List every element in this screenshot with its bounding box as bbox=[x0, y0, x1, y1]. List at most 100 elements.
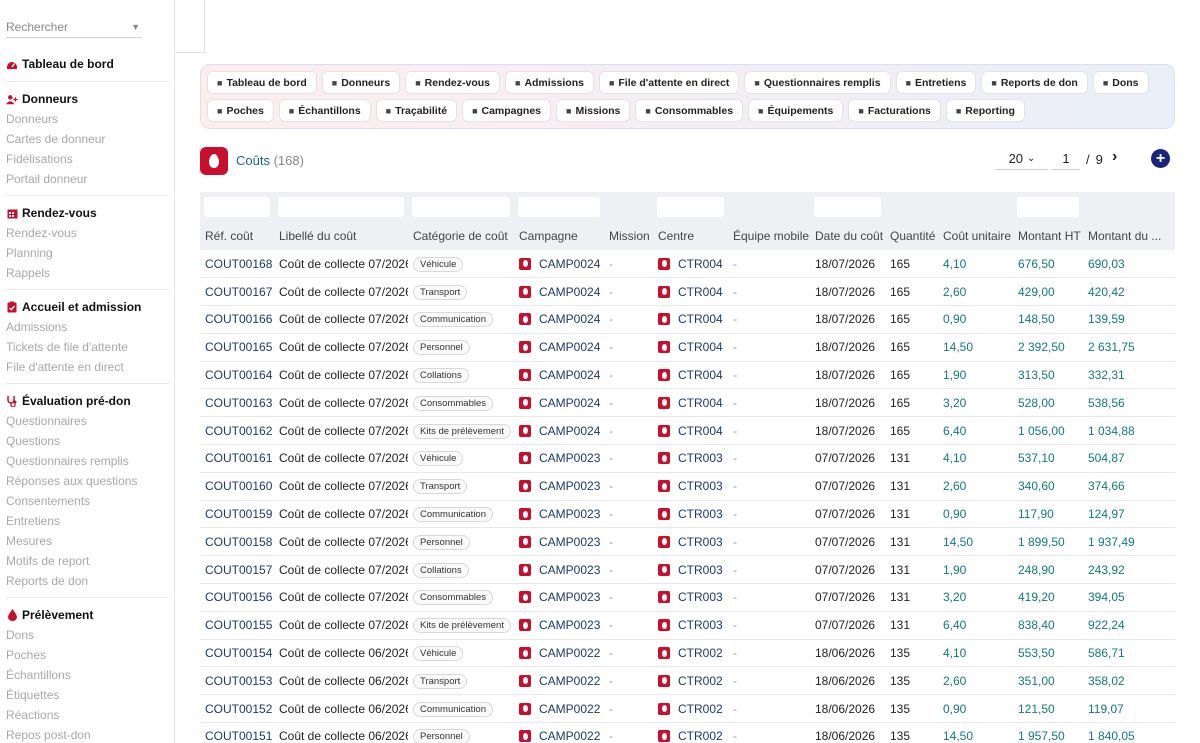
sidebar-item[interactable]: Questionnaires remplis bbox=[6, 454, 129, 468]
sidebar-item[interactable]: Admissions bbox=[6, 320, 68, 334]
table-row[interactable]: COUT00168 Coût de collecte 07/2026 Véhicul… bbox=[200, 250, 1175, 279]
column-header[interactable]: Catégorie de coût bbox=[408, 222, 514, 250]
center-link[interactable]: CTR002 bbox=[658, 702, 728, 716]
sidebar-section-header[interactable]: Évaluation pré-don bbox=[0, 391, 170, 411]
column-header[interactable]: Centre bbox=[653, 222, 728, 250]
page-number-input[interactable]: 1 bbox=[1052, 148, 1080, 170]
sidebar-item[interactable]: Donneurs bbox=[6, 112, 59, 126]
table-row[interactable]: COUT00162 Coût de collecte 07/2026 Kits de… bbox=[200, 416, 1175, 446]
sidebar-item[interactable]: Cartes de donneur bbox=[6, 132, 106, 146]
cost-ref-link[interactable]: COUT00152 bbox=[205, 701, 273, 716]
campaign-link[interactable]: CAMP0024 bbox=[519, 312, 604, 326]
campaign-link[interactable]: CAMP0023 bbox=[519, 563, 604, 577]
column-filter[interactable] bbox=[653, 192, 728, 222]
campaign-link[interactable]: CAMP0023 bbox=[519, 507, 604, 521]
campaign-link[interactable]: CAMP0022 bbox=[519, 702, 604, 716]
add-icon[interactable]: + bbox=[1151, 149, 1170, 168]
nav-button[interactable]: ■ Dons bbox=[1092, 71, 1149, 94]
sidebar-item[interactable]: Réponses aux questions bbox=[6, 474, 138, 488]
nav-button[interactable]: ■ Campagnes bbox=[462, 99, 552, 122]
nav-button[interactable]: ■ Missions bbox=[556, 99, 631, 122]
table-row[interactable]: COUT00163 Coût de collecte 07/2026 Consomm… bbox=[200, 388, 1175, 418]
table-row[interactable]: COUT00155 Coût de collecte 07/2026 Kits de… bbox=[200, 611, 1175, 640]
cost-ref-link[interactable]: COUT00159 bbox=[205, 507, 273, 522]
nav-button[interactable]: ■ Échantillons bbox=[278, 99, 371, 122]
campaign-link[interactable]: CAMP0023 bbox=[519, 590, 604, 604]
table-row[interactable]: COUT00157 Coût de collecte 07/2026 Collati… bbox=[200, 555, 1175, 585]
filter-input[interactable] bbox=[518, 197, 600, 217]
chevron-down-icon[interactable]: ▼ bbox=[131, 22, 140, 32]
column-filter[interactable] bbox=[810, 192, 885, 222]
column-header[interactable]: Date du coût bbox=[810, 222, 885, 250]
filter-input[interactable] bbox=[657, 197, 724, 217]
center-link[interactable]: CTR004 bbox=[658, 285, 728, 299]
center-link[interactable]: CTR004 bbox=[658, 312, 728, 326]
cost-ref-link[interactable]: COUT00162 bbox=[205, 423, 273, 438]
filter-input[interactable] bbox=[204, 197, 270, 217]
cost-ref-link[interactable]: COUT00154 bbox=[205, 646, 273, 661]
center-link[interactable]: CTR003 bbox=[658, 507, 728, 521]
center-link[interactable]: CTR003 bbox=[658, 618, 728, 632]
campaign-link[interactable]: CAMP0023 bbox=[519, 479, 604, 493]
campaign-link[interactable]: CAMP0024 bbox=[519, 257, 604, 271]
table-row[interactable]: COUT00165 Coût de collecte 07/2026 Personn… bbox=[200, 333, 1175, 362]
campaign-link[interactable]: CAMP0024 bbox=[519, 368, 604, 382]
page-size-select[interactable]: 20 ⌄ bbox=[996, 148, 1048, 170]
sidebar-item[interactable]: Questionnaires bbox=[6, 414, 87, 428]
campaign-link[interactable]: CAMP0023 bbox=[519, 618, 604, 632]
nav-button[interactable]: ■ Rendez-vous bbox=[405, 71, 500, 94]
table-row[interactable]: COUT00160 Coût de collecte 07/2026 Transpo… bbox=[200, 472, 1175, 501]
nav-button[interactable]: ■ Équipements bbox=[748, 99, 844, 122]
table-row[interactable]: COUT00153 Coût de collecte 06/2026 Transpo… bbox=[200, 666, 1175, 696]
sidebar-item[interactable]: Reports de don bbox=[6, 574, 89, 588]
campaign-link[interactable]: CAMP0024 bbox=[519, 340, 604, 354]
nav-button[interactable]: ■ Reports de don bbox=[981, 71, 1088, 94]
cost-ref-link[interactable]: COUT00155 bbox=[205, 618, 273, 633]
cost-ref-link[interactable]: COUT00165 bbox=[205, 340, 273, 355]
campaign-link[interactable]: CAMP0022 bbox=[519, 646, 604, 660]
nav-button[interactable]: ■ Questionnaires remplis bbox=[744, 71, 891, 94]
nav-button[interactable]: ■ Traçabilité bbox=[375, 99, 458, 122]
column-header[interactable]: Campagne bbox=[514, 222, 604, 250]
sidebar-section-header[interactable]: Rendez-vous bbox=[0, 203, 170, 223]
filter-input[interactable] bbox=[814, 197, 881, 217]
filter-input[interactable] bbox=[278, 197, 404, 217]
nav-button[interactable]: ■ Consommables bbox=[635, 99, 744, 122]
cost-ref-link[interactable]: COUT00163 bbox=[205, 395, 273, 410]
campaign-link[interactable]: CAMP0024 bbox=[519, 285, 604, 299]
cost-ref-link[interactable]: COUT00164 bbox=[205, 368, 273, 383]
center-link[interactable]: CTR003 bbox=[658, 590, 728, 604]
next-page-icon[interactable]: › bbox=[1112, 148, 1118, 165]
cost-ref-link[interactable]: COUT00161 bbox=[205, 451, 273, 466]
sidebar-item[interactable]: Échantillons bbox=[6, 668, 71, 682]
sidebar-item[interactable]: Planning bbox=[6, 246, 53, 260]
nav-button[interactable]: ■ Reporting bbox=[945, 99, 1025, 122]
column-header[interactable]: Quantité bbox=[885, 222, 938, 250]
nav-button[interactable]: ■ Facturations bbox=[848, 99, 941, 122]
sidebar-item[interactable]: Rappels bbox=[6, 266, 51, 280]
center-link[interactable]: CTR004 bbox=[658, 396, 728, 410]
sidebar-item[interactable]: Portail donneur bbox=[6, 172, 88, 186]
campaign-link[interactable]: CAMP0024 bbox=[519, 424, 604, 438]
filter-input[interactable] bbox=[1017, 197, 1079, 217]
table-row[interactable]: COUT00161 Coût de collecte 07/2026 Véhicul… bbox=[200, 444, 1175, 473]
sidebar-item[interactable]: Repos post-don bbox=[6, 728, 91, 742]
center-link[interactable]: CTR004 bbox=[658, 368, 728, 382]
table-row[interactable]: COUT00167 Coût de collecte 07/2026 Transpo… bbox=[200, 277, 1175, 307]
cost-ref-link[interactable]: COUT00158 bbox=[205, 534, 273, 549]
table-row[interactable]: COUT00159 Coût de collecte 07/2026 Communi… bbox=[200, 500, 1175, 529]
table-row[interactable]: COUT00154 Coût de collecte 06/2026 Véhicul… bbox=[200, 639, 1175, 668]
nav-button[interactable]: ■ Admissions bbox=[505, 71, 594, 94]
column-header[interactable]: Équipe mobile bbox=[728, 222, 810, 250]
sidebar-item[interactable]: Questions bbox=[6, 434, 61, 448]
table-row[interactable]: COUT00152 Coût de collecte 06/2026 Communi… bbox=[200, 694, 1175, 724]
cost-ref-link[interactable]: COUT00160 bbox=[205, 479, 273, 494]
sidebar-item[interactable]: Consentements bbox=[6, 494, 91, 508]
cost-ref-link[interactable]: COUT00166 bbox=[205, 312, 273, 327]
column-filter[interactable] bbox=[514, 192, 604, 222]
cost-ref-link[interactable]: COUT00168 bbox=[205, 256, 273, 271]
cost-ref-link[interactable]: COUT00167 bbox=[205, 284, 273, 299]
cost-ref-link[interactable]: COUT00153 bbox=[205, 673, 273, 688]
column-filter[interactable] bbox=[1013, 192, 1083, 222]
center-link[interactable]: CTR003 bbox=[658, 535, 728, 549]
